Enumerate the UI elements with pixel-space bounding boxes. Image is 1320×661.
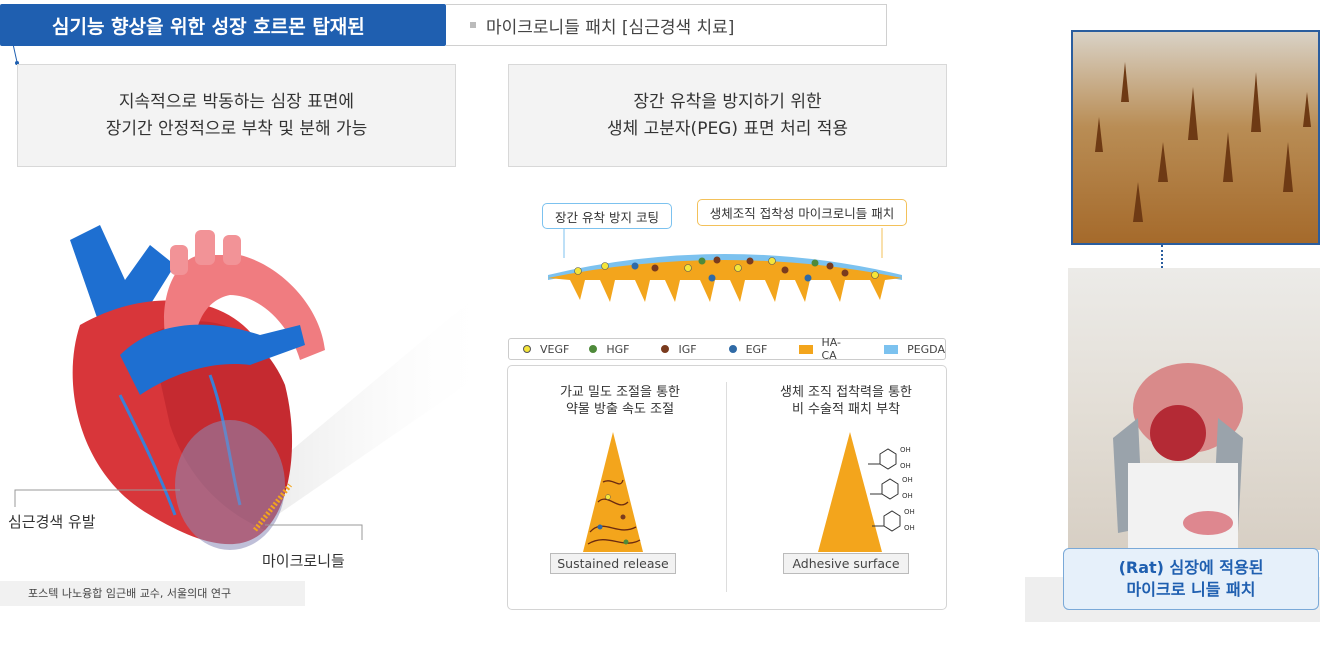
- adhesive-surface-caption: Adhesive surface: [783, 553, 909, 574]
- heart-pulmonary: [120, 324, 305, 395]
- photo-caption-line2: 마이크로 니들 패치: [1126, 580, 1256, 599]
- svg-text:OH: OH: [902, 492, 913, 500]
- microneedle-label: 마이크로니들: [262, 552, 345, 570]
- svg-text:OH: OH: [902, 476, 913, 484]
- photo-caption: (Rat) 심장에 적용된 마이크로 니들 패치: [1063, 548, 1319, 610]
- svg-text:OH: OH: [904, 508, 915, 516]
- photo-caption-line1: (Rat) 심장에 적용된: [1118, 558, 1264, 577]
- infarct-region: [175, 420, 285, 550]
- page-title-text: 심기능 향상을 위한 성장 호르몬 탑재된: [52, 15, 365, 38]
- feature-box-adhesion-line2: 장기간 안정적으로 부착 및 분해 가능: [105, 118, 368, 139]
- sustained-release-caption: Sustained release: [550, 553, 676, 574]
- bullet-square-icon: [470, 22, 476, 28]
- adhesive-surface-needle: OH OH OH OH OH OH: [818, 432, 915, 552]
- panel-left-heading: 가교 밀도 조절을 통한 약물 방출 속도 조절: [520, 384, 720, 418]
- legend-vegf: VEGF: [523, 343, 569, 356]
- feature-box-peg-line2: 생체 고분자(PEG) 표면 처리 적용: [606, 118, 849, 139]
- sustained-release-needle: [583, 432, 643, 552]
- aorta-branch-3: [170, 245, 188, 275]
- legend: VEGF HGF IGF EGF HA-CA PEGDA: [508, 336, 946, 362]
- patch-cross-section: [548, 228, 902, 302]
- patch-label: 생체조직 접착성 마이크로니들 패치: [697, 199, 907, 226]
- coating-label: 장간 유착 방지 코팅: [542, 203, 672, 229]
- legend-pegda: PEGDA: [884, 343, 945, 356]
- page-subtitle-text: 마이크로니들 패치 [심근경색 치료]: [486, 17, 735, 38]
- feature-box-peg-line1: 장간 유착을 방지하기 위한: [633, 91, 822, 112]
- legend-hgf: HGF: [589, 343, 629, 356]
- microneedle-photo: [1071, 30, 1320, 245]
- microneedle-photo-needles: [1095, 62, 1311, 222]
- aorta-branch-1: [195, 230, 215, 265]
- legend-egf: EGF: [728, 343, 767, 356]
- feature-box-adhesion-line1: 지속적으로 박동하는 심장 표면에: [118, 91, 355, 112]
- rat-heart-photo: [1068, 268, 1320, 550]
- panel-divider: [726, 382, 727, 592]
- svg-text:OH: OH: [904, 524, 915, 532]
- panel-left-line2: 약물 방출 속도 조절: [565, 402, 675, 417]
- legend-ha-ca: HA-CA: [799, 336, 854, 362]
- mechanism-panel: [507, 365, 947, 610]
- panel-right-line1: 생체 조직 접착력을 통한: [780, 385, 912, 400]
- infarction-leader-line: [14, 489, 180, 507]
- page-subtitle: 마이크로니들 패치 [심근경색 치료]: [446, 4, 887, 46]
- aorta-branch-2: [223, 235, 241, 265]
- heart-aorta: [164, 255, 325, 360]
- microneedle-strip: [253, 483, 292, 532]
- feature-box-adhesion: 지속적으로 박동하는 심장 표면에 장기간 안정적으로 부착 및 분해 가능: [17, 64, 456, 167]
- feature-box-peg: 장간 유착을 방지하기 위한 생체 고분자(PEG) 표면 처리 적용: [508, 64, 947, 167]
- panel-left-line1: 가교 밀도 조절을 통한: [559, 385, 681, 400]
- magnify-beam: [250, 280, 495, 520]
- heart-illustration: [14, 225, 495, 550]
- page-title: 심기능 향상을 위한 성장 호르몬 탑재된: [0, 4, 446, 46]
- credit-text: 포스텍 나노융합 임근배 교수, 서울의대 연구: [0, 581, 305, 606]
- panel-right-line2: 비 수술적 패치 부착: [791, 402, 901, 417]
- microneedle-leader-line: [265, 524, 363, 540]
- rat-heart-photo-detail: [1113, 363, 1243, 550]
- panel-right-heading: 생체 조직 접착력을 통한 비 수술적 패치 부착: [746, 384, 946, 418]
- infarction-label: 심근경색 유발: [8, 513, 96, 531]
- ha-ca-patch: [548, 260, 902, 302]
- legend-igf: IGF: [661, 343, 697, 356]
- svg-text:OH: OH: [900, 462, 911, 470]
- title-connector: [12, 44, 19, 65]
- svg-text:OH: OH: [900, 446, 911, 454]
